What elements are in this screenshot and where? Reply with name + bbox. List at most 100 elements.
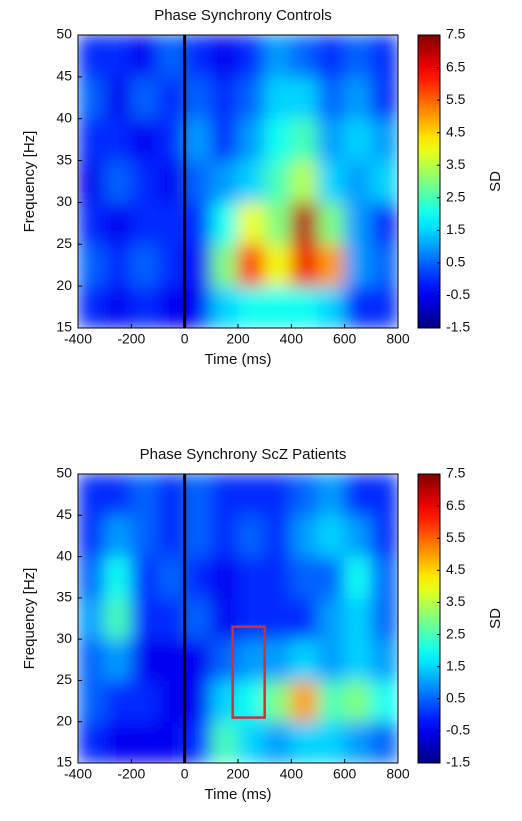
colorbar (417, 34, 441, 329)
heatmap-cell (370, 76, 398, 120)
heatmap-cell (78, 721, 106, 763)
y-tick-label: 40 (56, 547, 72, 563)
heatmap-cell (157, 721, 186, 763)
x-tick-label: 600 (333, 766, 357, 782)
heatmap-cells (78, 35, 398, 328)
heatmap-cell (130, 638, 159, 681)
x-tick-label: -200 (117, 766, 145, 782)
heatmap-cell (210, 118, 239, 162)
heatmap-cell (157, 679, 186, 723)
heatmap-cell (157, 474, 186, 516)
heatmap-cell (317, 201, 346, 245)
heatmap-cell (104, 638, 132, 681)
heatmap-cell (104, 597, 132, 640)
heatmap-cell (370, 118, 398, 162)
heatmap-cell (157, 160, 186, 203)
heatmap-cell (157, 514, 186, 558)
heatmap-cell (78, 679, 106, 723)
x-axis-label: Time (ms) (205, 786, 272, 803)
heatmap-cell (264, 556, 292, 599)
heatmap-cell (264, 474, 292, 516)
colorbar-tick-label: 3.5 (446, 593, 466, 609)
heatmap-cell (290, 514, 319, 558)
heatmap-cell (210, 285, 239, 328)
colorbar-tick-label: 5.5 (446, 91, 466, 107)
heatmap-cell (264, 243, 292, 287)
heatmap-cell (130, 679, 159, 723)
heatmap-cell (344, 721, 372, 763)
heatmap-cell (264, 597, 292, 640)
heatmap-cell (344, 679, 372, 723)
heatmap-cell (237, 201, 266, 245)
colorbar-tick-label: 7.5 (446, 26, 466, 42)
heatmap-cell (317, 243, 346, 287)
y-tick-label: 15 (56, 754, 72, 770)
colorbar-tick-label: 4.5 (446, 561, 466, 577)
x-tick-label: 0 (181, 331, 189, 347)
heatmap-cell (317, 35, 346, 78)
heatmap-cell (157, 285, 186, 328)
colorbar-tick-label: -1.5 (446, 754, 470, 770)
x-tick-label: 600 (333, 331, 357, 347)
heatmap-cell (237, 721, 266, 763)
heatmap-cell (317, 474, 346, 516)
heatmap-cell (184, 76, 212, 120)
heatmap-cell (317, 638, 346, 681)
heatmap-cell (264, 201, 292, 245)
heatmap-cell (184, 201, 212, 245)
x-tick-label: 800 (386, 766, 410, 782)
heatmap-cell (78, 597, 106, 640)
heatmap-cell (264, 285, 292, 328)
heatmap-cell (344, 597, 372, 640)
x-tick-label: -400 (64, 766, 92, 782)
heatmap-cell (264, 679, 292, 723)
heatmap-cell (104, 474, 132, 516)
heatmap-cell (130, 35, 159, 78)
heatmap-cell (157, 556, 186, 599)
colorbar-tick-label: 2.5 (446, 188, 466, 204)
colorbar-tick-label: 5.5 (446, 529, 466, 545)
heatmap-cell (130, 160, 159, 203)
heatmap-cell (290, 556, 319, 599)
heatmap-cell (317, 160, 346, 203)
heatmap-cell (104, 118, 132, 162)
colorbar-tick-label: 0.5 (446, 254, 466, 270)
heatmap-cell (344, 160, 372, 203)
y-tick-label: 15 (56, 319, 72, 335)
heatmap-cell (78, 474, 106, 516)
colorbar-tick-label: -0.5 (446, 722, 470, 738)
x-tick-label: 0 (181, 766, 189, 782)
y-axis-label: Frequency [Hz] (21, 131, 38, 233)
chart-title: Phase Synchrony ScZ Patients (140, 446, 347, 463)
heatmap-cell (78, 514, 106, 558)
x-tick-label: -400 (64, 331, 92, 347)
heatmap-cell (370, 514, 398, 558)
heatmap-cell (237, 35, 266, 78)
y-tick-label: 30 (56, 193, 72, 209)
heatmap-cell (78, 638, 106, 681)
y-tick-label: 30 (56, 630, 72, 646)
heatmap-cell (184, 35, 212, 78)
heatmap-cell (344, 638, 372, 681)
heatmap-cell (130, 285, 159, 328)
heatmap-cell (210, 514, 239, 558)
x-tick-label: 400 (280, 331, 304, 347)
colorbar-label: SD (487, 171, 504, 192)
heatmap-cell (264, 160, 292, 203)
colorbar-tick-label: 6.5 (446, 497, 466, 513)
heatmap-cell (237, 597, 266, 640)
heatmap-cell (290, 679, 319, 723)
heatmap-cell (157, 597, 186, 640)
heatmap-cell (210, 597, 239, 640)
heatmap-cell (157, 118, 186, 162)
heatmap-cell (344, 243, 372, 287)
heatmap-cell (237, 638, 266, 681)
y-tick-label: 35 (56, 151, 72, 167)
heatmap-cell (130, 118, 159, 162)
heatmap-cell (184, 679, 212, 723)
colorbar-tick-label: 3.5 (446, 156, 466, 172)
heatmap-cell (344, 35, 372, 78)
heatmap-cell (157, 76, 186, 120)
heatmap-cell (370, 474, 398, 516)
